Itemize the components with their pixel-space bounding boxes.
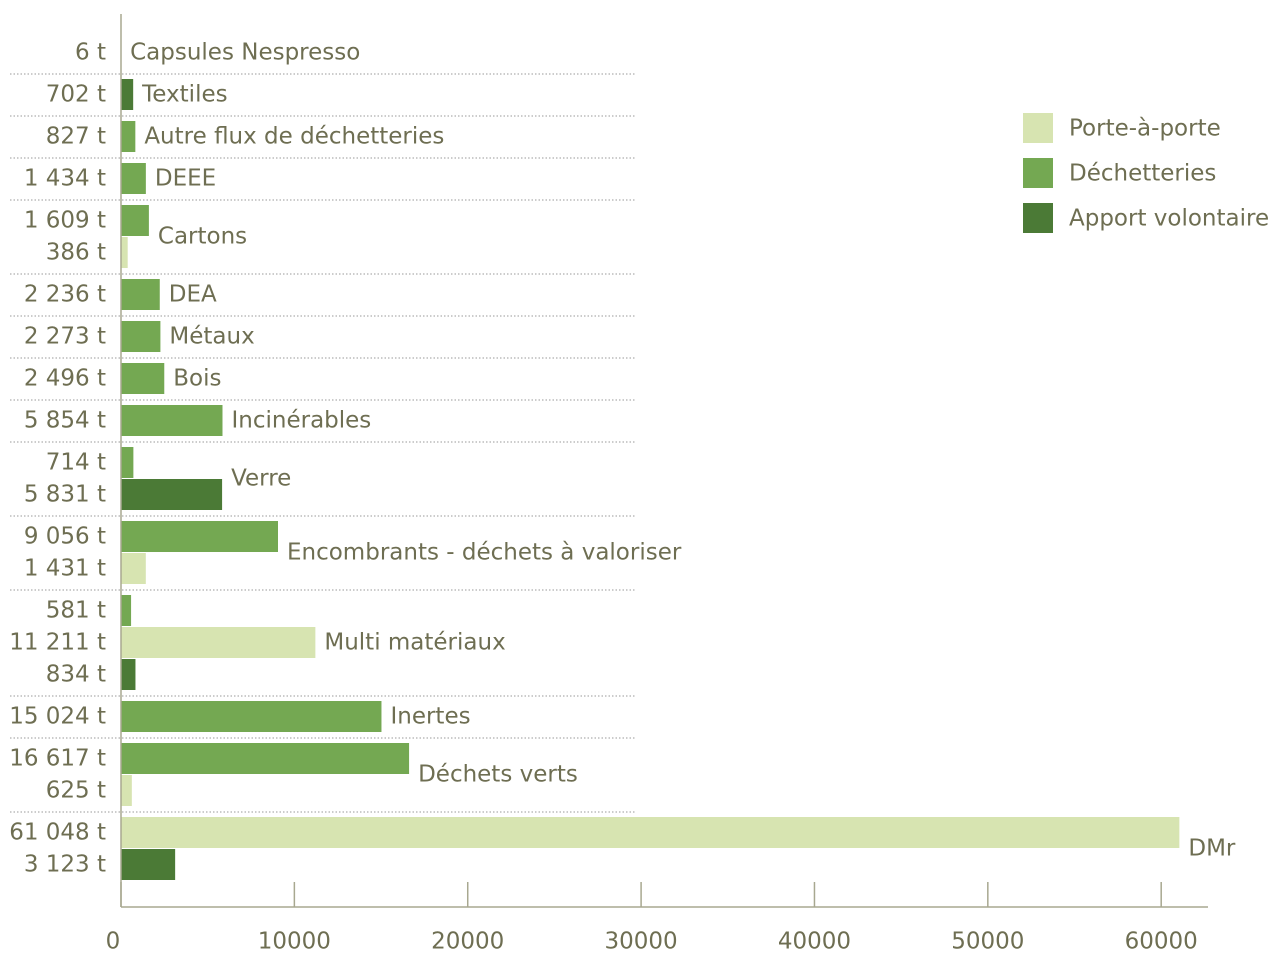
value-label: 2 236 t bbox=[24, 282, 106, 308]
x-tick-label: 60000 bbox=[1125, 929, 1198, 955]
bar bbox=[121, 121, 135, 152]
bar bbox=[121, 321, 160, 352]
x-tick-label: 30000 bbox=[605, 929, 678, 955]
category-label: Inertes bbox=[390, 704, 470, 730]
bar bbox=[121, 447, 133, 478]
legend-label: Déchetteries bbox=[1069, 161, 1216, 187]
value-label: 11 211 t bbox=[9, 630, 106, 656]
value-label: 702 t bbox=[46, 82, 106, 108]
category-label: DMr bbox=[1188, 836, 1236, 862]
x-tick-label: 20000 bbox=[431, 929, 504, 955]
bar bbox=[121, 701, 381, 732]
value-label: 2 273 t bbox=[24, 324, 106, 350]
value-label: 834 t bbox=[46, 662, 106, 688]
bar bbox=[121, 163, 146, 194]
value-label: 5 854 t bbox=[24, 408, 106, 434]
value-label: 581 t bbox=[46, 598, 106, 624]
legend-label: Apport volontaire bbox=[1069, 206, 1269, 232]
category-label: Multi matériaux bbox=[324, 630, 505, 656]
bar bbox=[121, 237, 128, 268]
bar bbox=[121, 817, 1179, 848]
bar bbox=[121, 205, 149, 236]
value-label: 827 t bbox=[46, 124, 106, 150]
category-label: Capsules Nespresso bbox=[130, 40, 360, 66]
value-label: 386 t bbox=[46, 240, 106, 266]
x-tick-label: 10000 bbox=[258, 929, 331, 955]
bar bbox=[121, 595, 131, 626]
bar bbox=[121, 659, 135, 690]
category-label: Déchets verts bbox=[418, 762, 578, 788]
category-label: Cartons bbox=[158, 224, 247, 250]
value-label: 9 056 t bbox=[24, 524, 106, 550]
legend-label: Porte-à-porte bbox=[1069, 116, 1221, 142]
bar bbox=[121, 479, 222, 510]
category-label: DEEE bbox=[155, 166, 216, 192]
bar bbox=[121, 743, 409, 774]
x-tick-label: 50000 bbox=[951, 929, 1024, 955]
value-label: 2 496 t bbox=[24, 366, 106, 392]
bar bbox=[121, 405, 222, 436]
value-label: 625 t bbox=[46, 778, 106, 804]
value-label: 3 123 t bbox=[24, 852, 106, 878]
bar bbox=[121, 279, 160, 310]
category-label: Textiles bbox=[141, 82, 227, 108]
value-label: 16 617 t bbox=[9, 746, 106, 772]
x-tick-label: 0 bbox=[106, 929, 121, 955]
category-label: Autre flux de déchetteries bbox=[144, 124, 444, 150]
value-label: 61 048 t bbox=[9, 820, 106, 846]
value-label: 5 831 t bbox=[24, 482, 106, 508]
x-tick-label: 40000 bbox=[778, 929, 851, 955]
legend-swatch bbox=[1023, 203, 1053, 233]
bar bbox=[121, 775, 132, 806]
category-label: DEA bbox=[169, 282, 217, 308]
legend-swatch bbox=[1023, 158, 1053, 188]
bar bbox=[121, 521, 278, 552]
value-label: 6 t bbox=[75, 40, 106, 66]
category-label: Bois bbox=[173, 366, 221, 392]
value-label: 714 t bbox=[46, 450, 106, 476]
value-label: 1 434 t bbox=[24, 166, 106, 192]
bar bbox=[121, 363, 164, 394]
value-label: 1 609 t bbox=[24, 208, 106, 234]
category-label: Métaux bbox=[169, 324, 254, 350]
bar bbox=[121, 627, 315, 658]
value-label: 15 024 t bbox=[9, 704, 106, 730]
bar bbox=[121, 79, 133, 110]
legend-swatch bbox=[1023, 113, 1053, 143]
category-label: Encombrants - déchets à valoriser bbox=[287, 540, 682, 566]
category-label: Incinérables bbox=[231, 408, 371, 434]
bar bbox=[121, 553, 146, 584]
value-label: 1 431 t bbox=[24, 556, 106, 582]
category-label: Verre bbox=[231, 466, 291, 492]
bar bbox=[121, 849, 175, 880]
